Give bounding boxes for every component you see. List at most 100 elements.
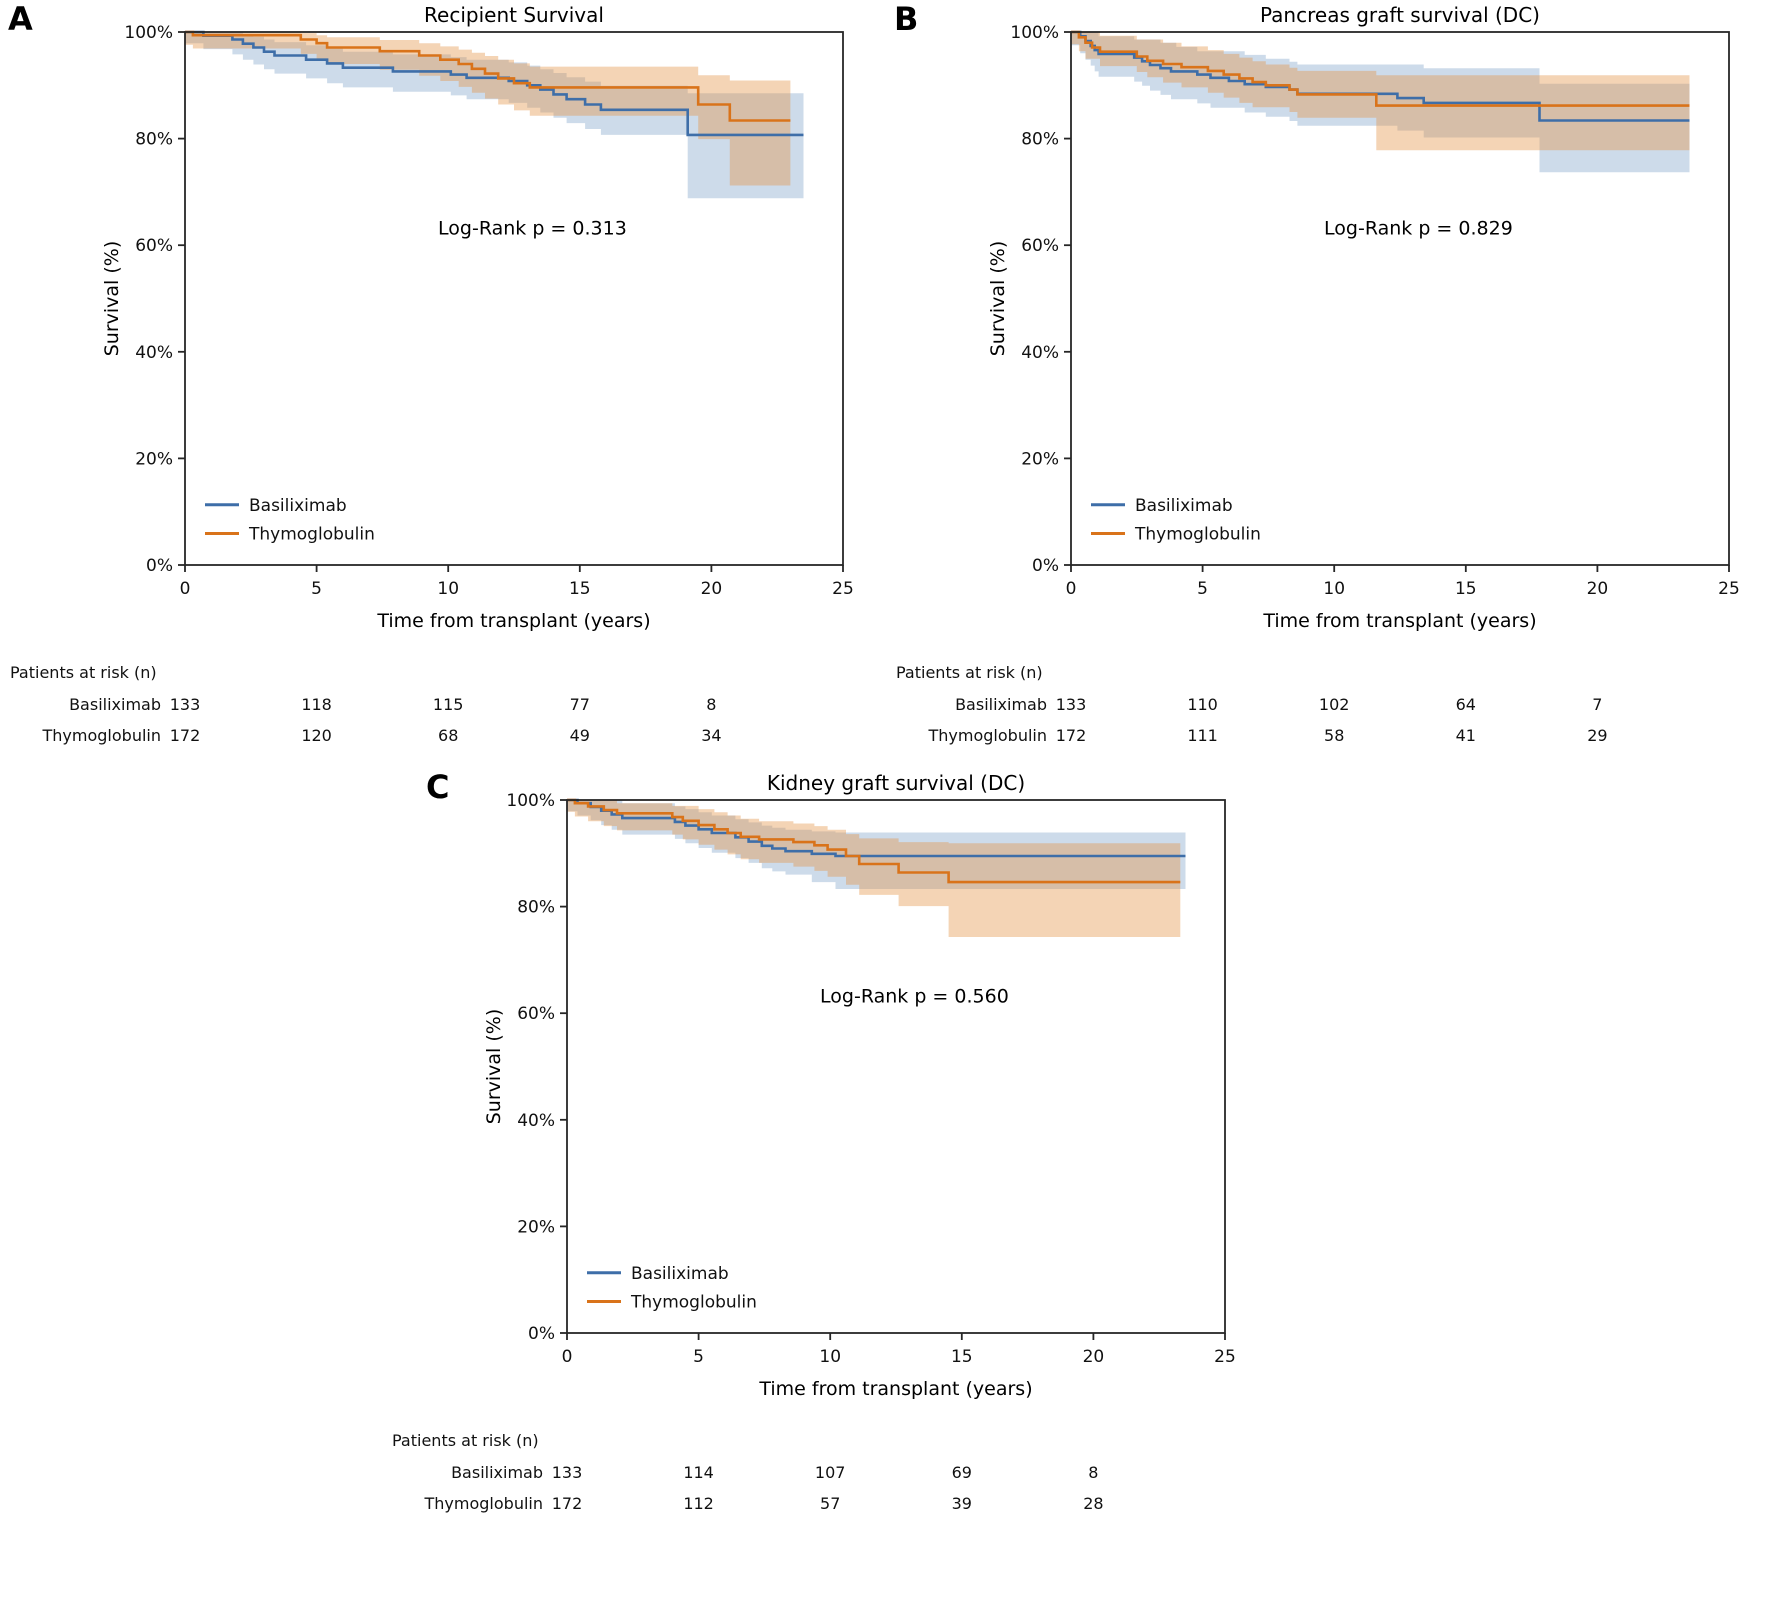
y-tick-label: 20% [1021,449,1059,469]
plot-border [184,31,844,566]
legend-label-basiliximab: Basiliximab [1135,496,1233,516]
at-risk-count: 49 [570,726,590,745]
x-tick-label: 10 [437,579,459,599]
y-tick-label: 0% [1032,556,1059,576]
x-tick-label: 5 [693,1347,704,1367]
x-tick-label: 5 [311,579,322,599]
at-risk-row-label: Basiliximab [451,1463,543,1482]
x-axis-label: Time from transplant (years) [1262,610,1536,632]
basiliximab-km-curve [567,798,1186,858]
y-axis-label: Survival (%) [483,1009,505,1125]
at-risk-count: 118 [301,695,332,714]
x-tick-label: 10 [819,1347,841,1367]
at-risk-header: Patients at risk (n) [896,663,1043,682]
basiliximab-km-curve [185,30,804,137]
x-tick-label: 15 [951,1347,973,1367]
legend-label-basiliximab: Basiliximab [631,1264,729,1284]
at-risk-count: 172 [170,726,201,745]
at-risk-count: 69 [952,1463,972,1482]
at-risk-count: 172 [552,1494,583,1513]
y-tick-label: 100% [1010,23,1059,43]
x-tick-label: 20 [701,579,723,599]
at-risk-count: 133 [552,1463,583,1482]
y-tick-label: 60% [1021,236,1059,256]
plot-border [566,799,1226,1334]
y-tick-label: 20% [517,1217,555,1237]
x-tick-label: 15 [569,579,591,599]
at-risk-count: 64 [1456,695,1476,714]
at-risk-row-label: Thymoglobulin [424,1494,543,1513]
at-risk-count: 29 [1587,726,1607,745]
legend-label-thymoglobulin: Thymoglobulin [248,525,375,545]
x-tick-label: 25 [1214,1347,1236,1367]
at-risk-count: 133 [1056,695,1087,714]
at-risk-header: Patients at risk (n) [392,1431,539,1450]
y-tick-label: 40% [1021,343,1059,363]
at-risk-count: 58 [1324,726,1344,745]
at-risk-count: 114 [683,1463,714,1482]
x-tick-label: 0 [1066,579,1077,599]
at-risk-count: 34 [701,726,721,745]
at-risk-count: 172 [1056,726,1087,745]
thymoglobulin-km-curve [567,798,1181,884]
at-risk-count: 68 [438,726,458,745]
y-tick-label: 0% [528,1324,555,1344]
x-tick-label: 10 [1323,579,1345,599]
x-tick-label: 0 [562,1347,573,1367]
at-risk-count: 8 [706,695,716,714]
x-tick-label: 20 [1083,1347,1105,1367]
chart-title: Pancreas graft survival (DC) [1260,3,1540,27]
at-risk-count: 133 [170,695,201,714]
panel-pancreas-graft-survival: B 0 5 10 15 20 25 100% 80% 60% 40% 20% 0% Pancreas g… [886,0,1772,760]
basiliximab-confidence-band [567,800,1186,889]
at-risk-count: 39 [952,1494,972,1513]
at-risk-row-label: Thymoglobulin [928,726,1047,745]
x-axis-label: Time from transplant (years) [758,1378,1032,1400]
thymoglobulin-confidence-band [1071,32,1690,151]
y-tick-label: 20% [135,449,173,469]
at-risk-count: 77 [570,695,590,714]
log-rank-annotation: Log-Rank p = 0.313 [438,218,627,240]
legend-label-thymoglobulin: Thymoglobulin [630,1293,757,1313]
panel-letter-b: B [894,0,919,38]
at-risk-count: 110 [1187,695,1218,714]
at-risk-row-label: Basiliximab [955,695,1047,714]
at-risk-count: 112 [683,1494,714,1513]
at-risk-count: 111 [1187,726,1218,745]
x-tick-label: 25 [1718,579,1740,599]
at-risk-header: Patients at risk (n) [10,663,157,682]
chart-title: Recipient Survival [424,3,604,27]
x-axis-label: Time from transplant (years) [376,610,650,632]
basiliximab-confidence-band [185,32,804,199]
legend-label-basiliximab: Basiliximab [249,496,347,516]
x-tick-label: 25 [832,579,854,599]
log-rank-annotation: Log-Rank p = 0.560 [820,986,1009,1008]
legend-label-thymoglobulin: Thymoglobulin [1134,525,1261,545]
basiliximab-confidence-band [1071,32,1690,173]
y-tick-label: 80% [517,898,555,918]
y-tick-label: 40% [517,1111,555,1131]
chart-title: Kidney graft survival (DC) [767,771,1025,795]
plot-border [1070,31,1730,566]
x-tick-label: 15 [1455,579,1477,599]
thymoglobulin-km-curve [185,30,791,122]
x-tick-label: 0 [180,579,191,599]
at-risk-count: 41 [1456,726,1476,745]
log-rank-annotation: Log-Rank p = 0.829 [1324,218,1513,240]
x-tick-label: 20 [1587,579,1609,599]
y-tick-label: 40% [135,343,173,363]
km-chart-pancreas-graft-survival: 0 5 10 15 20 25 100% 80% 60% 40% 20% 0% Pancreas gra… [896,3,1740,745]
at-risk-count: 28 [1083,1494,1103,1513]
at-risk-count: 7 [1592,695,1602,714]
y-tick-label: 0% [146,556,173,576]
panel-recipient-survival: A 0 5 10 15 20 25 100% 80% 60% 40% 20% 0% Recipient … [0,0,886,760]
y-tick-label: 60% [135,236,173,256]
at-risk-count: 107 [815,1463,846,1482]
panel-kidney-graft-survival: C 0 5 10 15 20 25 100% 80% 60% 40% 20% 0% Kidney gra… [382,768,1268,1528]
at-risk-row-label: Basiliximab [69,695,161,714]
panel-letter-a: A [8,0,33,38]
km-chart-kidney-graft-survival: 0 5 10 15 20 25 100% 80% 60% 40% 20% 0% Kidney graft… [392,771,1236,1513]
y-tick-label: 100% [506,791,555,811]
y-axis-label: Survival (%) [101,241,123,357]
